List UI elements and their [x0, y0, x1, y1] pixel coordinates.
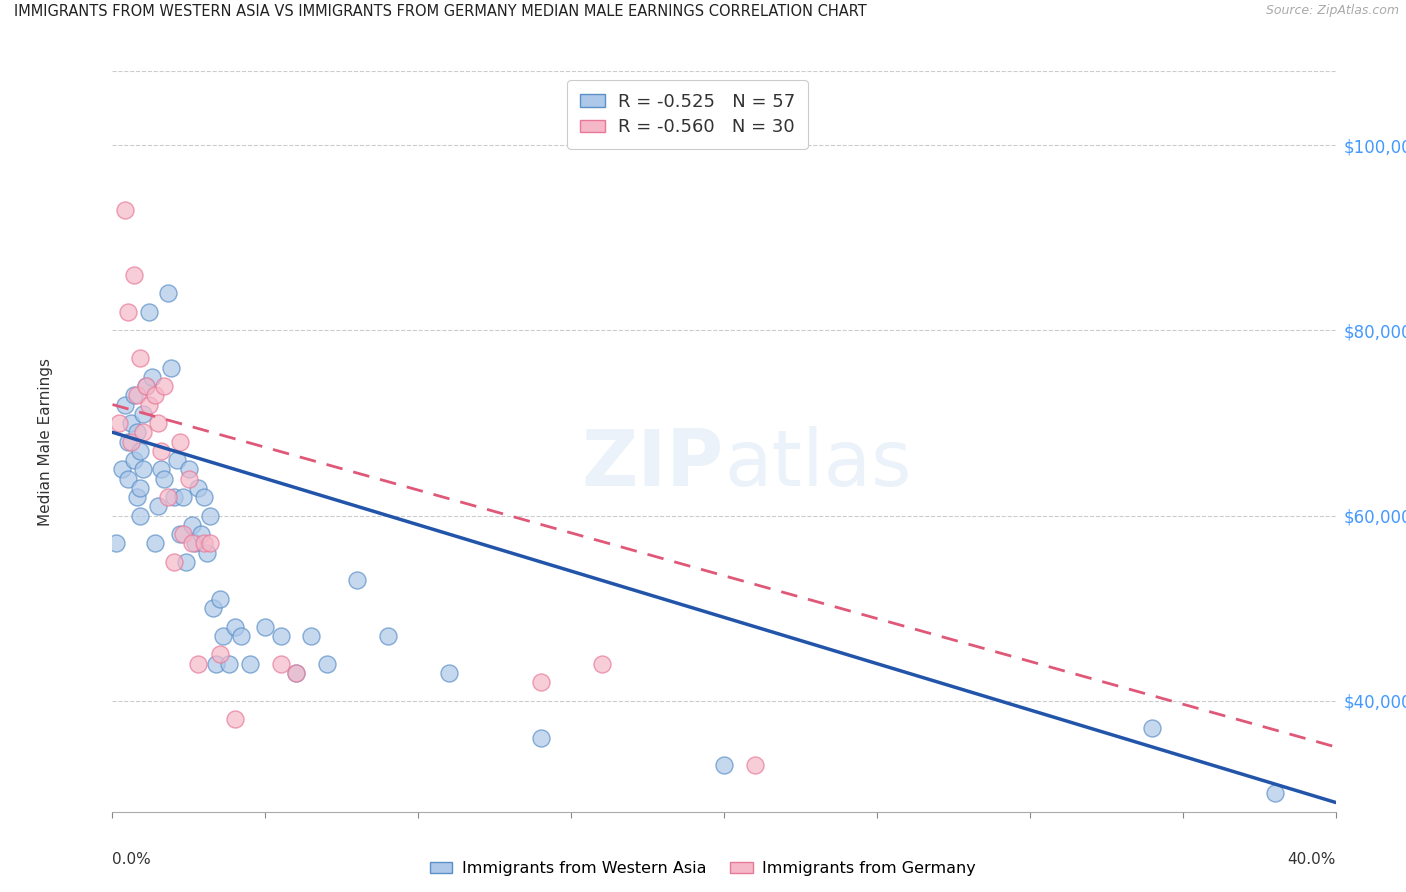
Point	[150, 462, 173, 476]
Point	[195, 545, 218, 560]
Text: Median Male Earnings: Median Male Earnings	[38, 358, 52, 525]
Point	[120, 434, 142, 449]
Point	[315, 657, 337, 671]
Point	[129, 508, 152, 523]
Point	[184, 536, 207, 550]
Point	[169, 434, 191, 449]
Point	[187, 481, 209, 495]
Point	[208, 648, 231, 662]
Point	[143, 388, 166, 402]
Point	[114, 397, 136, 411]
Point	[129, 481, 152, 495]
Point	[120, 416, 142, 430]
Point	[111, 462, 134, 476]
Point	[125, 388, 148, 402]
Point	[200, 508, 222, 523]
Point	[193, 536, 215, 550]
Point	[224, 619, 246, 633]
Point	[284, 665, 308, 680]
Text: ZIP: ZIP	[582, 425, 724, 502]
Point	[122, 268, 145, 282]
Point	[117, 434, 139, 449]
Point	[135, 379, 157, 393]
Point	[132, 462, 155, 476]
Point	[150, 443, 173, 458]
Point	[156, 286, 179, 301]
Point	[208, 591, 231, 606]
Point	[129, 443, 152, 458]
Point	[744, 758, 766, 772]
Point	[190, 527, 212, 541]
Point	[377, 629, 399, 643]
Point	[122, 388, 145, 402]
Text: 0.0%: 0.0%	[112, 853, 152, 867]
Point	[530, 675, 553, 690]
Point	[239, 657, 262, 671]
Point	[117, 305, 139, 319]
Point	[713, 758, 735, 772]
Point	[148, 500, 170, 514]
Point	[202, 601, 225, 615]
Point	[129, 351, 152, 366]
Point	[181, 536, 204, 550]
Point	[143, 536, 166, 550]
Point	[177, 471, 200, 485]
Point	[591, 657, 613, 671]
Point	[163, 490, 186, 504]
Point	[177, 462, 200, 476]
Point	[172, 490, 194, 504]
Point	[1142, 722, 1164, 736]
Point	[153, 379, 176, 393]
Point	[156, 490, 179, 504]
Point	[200, 536, 222, 550]
Point	[138, 397, 160, 411]
Point	[254, 619, 277, 633]
Point	[284, 665, 308, 680]
Point	[270, 657, 292, 671]
Point	[138, 305, 160, 319]
Point	[172, 527, 194, 541]
Text: 40.0%: 40.0%	[1288, 853, 1336, 867]
Point	[153, 471, 176, 485]
Point	[530, 731, 553, 745]
Point	[166, 453, 188, 467]
Point	[122, 453, 145, 467]
Point	[104, 536, 127, 550]
Point	[181, 517, 204, 532]
Point	[132, 407, 155, 421]
Point	[211, 629, 233, 643]
Point	[163, 555, 186, 569]
Point	[148, 416, 170, 430]
Point	[437, 665, 460, 680]
Point	[187, 657, 209, 671]
Point	[159, 360, 181, 375]
Point	[135, 379, 157, 393]
Point	[107, 416, 129, 430]
Point	[229, 629, 252, 643]
Text: IMMIGRANTS FROM WESTERN ASIA VS IMMIGRANTS FROM GERMANY MEDIAN MALE EARNINGS COR: IMMIGRANTS FROM WESTERN ASIA VS IMMIGRAN…	[14, 4, 868, 20]
Point	[299, 629, 322, 643]
Point	[141, 369, 163, 384]
Point	[125, 490, 148, 504]
Point	[346, 574, 368, 588]
Point	[174, 555, 197, 569]
Point	[224, 712, 246, 726]
Legend: R = -0.525   N = 57, R = -0.560   N = 30: R = -0.525 N = 57, R = -0.560 N = 30	[567, 80, 807, 149]
Point	[1264, 786, 1286, 800]
Point	[117, 471, 139, 485]
Point	[218, 657, 240, 671]
Point	[114, 203, 136, 218]
Text: Source: ZipAtlas.com: Source: ZipAtlas.com	[1265, 4, 1399, 18]
Point	[169, 527, 191, 541]
Point	[270, 629, 292, 643]
Point	[205, 657, 228, 671]
Point	[132, 425, 155, 440]
Text: atlas: atlas	[724, 425, 911, 502]
Point	[125, 425, 148, 440]
Point	[193, 490, 215, 504]
Legend: Immigrants from Western Asia, Immigrants from Germany: Immigrants from Western Asia, Immigrants…	[423, 855, 983, 882]
